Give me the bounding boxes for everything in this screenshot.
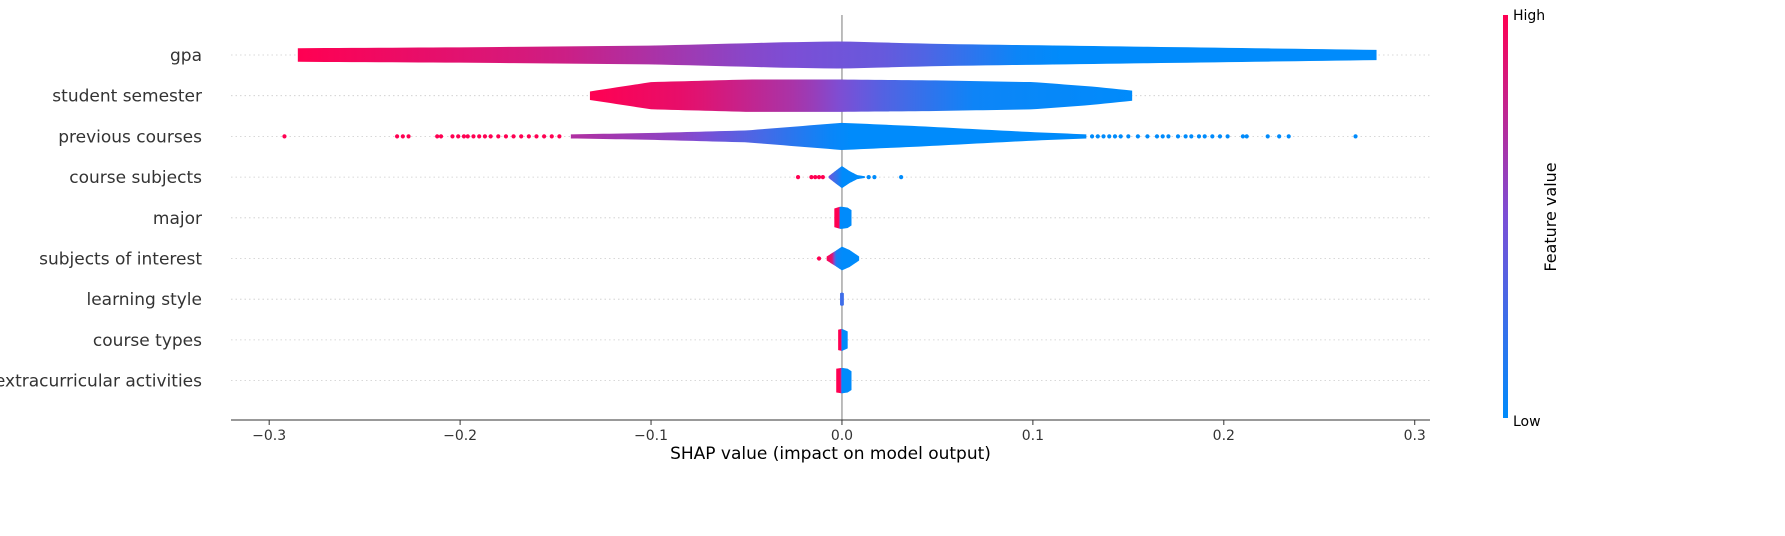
outlier-point <box>395 134 400 139</box>
feature-label: learning style <box>86 290 202 310</box>
outlier-point <box>511 134 516 139</box>
violin-major <box>834 206 852 229</box>
outlier-point <box>471 134 476 139</box>
outlier-point <box>1101 134 1106 139</box>
x-tick-label: −0.1 <box>634 428 668 444</box>
outlier-point <box>1240 134 1245 139</box>
colorbar-low-label: Low <box>1513 414 1541 430</box>
outlier-point <box>1265 134 1270 139</box>
outlier-point <box>899 175 904 180</box>
x-tick-label: −0.2 <box>443 428 477 444</box>
outlier-point <box>866 175 871 180</box>
outlier-point <box>1189 134 1194 139</box>
feature-label: previous courses <box>58 127 202 147</box>
colorbar-title: Feature value <box>1541 162 1560 271</box>
violin-group <box>297 41 1377 394</box>
outlier-point <box>1210 134 1215 139</box>
outlier-point <box>1277 134 1282 139</box>
violin-extracurricular-activities <box>836 367 852 394</box>
feature-label: extracurricular activities <box>0 372 202 392</box>
outlier-point <box>872 175 877 180</box>
outlier-point <box>1135 134 1140 139</box>
x-tick-label: −0.3 <box>252 428 286 444</box>
x-tick-label: 0.1 <box>1022 428 1044 444</box>
outlier-point <box>456 134 461 139</box>
outlier-point <box>809 175 814 180</box>
violin-student-semester <box>589 79 1133 112</box>
outlier-point <box>795 175 801 180</box>
outlier-point <box>465 134 470 139</box>
outlier-point <box>477 134 482 139</box>
x-axis-title: SHAP value (impact on model output) <box>670 444 991 464</box>
outlier-point <box>549 134 554 139</box>
feature-label: course types <box>93 331 202 351</box>
outlier-points <box>282 134 1358 261</box>
x-ticks: −0.3 −0.2 −0.1 0.0 0.1 0.2 0.3 <box>252 420 1426 444</box>
outlier-point <box>519 134 524 139</box>
x-tick-label: 0.0 <box>831 428 853 444</box>
violin-gpa <box>297 41 1377 69</box>
x-axis: −0.3 −0.2 −0.1 0.0 0.1 0.2 0.3 SHAP value (imp… <box>231 419 1430 464</box>
outlier-point <box>816 175 822 180</box>
outlier-point <box>1089 134 1095 139</box>
outlier-point <box>1244 134 1249 139</box>
x-tick-label: 0.2 <box>1213 428 1235 444</box>
outlier-point <box>438 134 444 139</box>
outlier-point <box>503 134 509 139</box>
violin-course-subjects <box>828 166 865 188</box>
outlier-point <box>820 175 825 180</box>
outlier-point <box>482 134 488 139</box>
outlier-point <box>1154 134 1160 139</box>
feature-label: course subjects <box>69 168 202 188</box>
outlier-point <box>1095 134 1100 139</box>
outlier-point <box>406 134 411 139</box>
outlier-point <box>557 134 562 139</box>
violin-course-types <box>838 328 848 351</box>
outlier-point <box>816 256 822 261</box>
outlier-point <box>400 134 405 139</box>
violin-learning-style <box>840 292 844 306</box>
outlier-point <box>282 134 287 139</box>
outlier-point <box>1112 134 1118 139</box>
outlier-point <box>1160 134 1165 139</box>
outlier-point <box>1183 134 1188 139</box>
outlier-point <box>450 134 455 139</box>
colorbar-gradient <box>1503 15 1508 418</box>
outlier-point <box>813 175 818 180</box>
outlier-point <box>1196 134 1202 139</box>
violin-previous-courses <box>570 122 1087 150</box>
outlier-point <box>1118 134 1123 139</box>
outlier-point <box>1126 134 1131 139</box>
colorbar-high-label: High <box>1513 8 1545 24</box>
outlier-point <box>534 134 539 139</box>
colorbar: High Low Feature value <box>1503 8 1560 430</box>
outlier-point <box>1353 134 1358 139</box>
feature-labels: gpa student semester previous courses cours… <box>0 46 202 392</box>
outlier-point <box>1145 134 1150 139</box>
outlier-point <box>542 134 547 139</box>
violin-subjects-of-interest <box>826 246 860 271</box>
feature-label: subjects of interest <box>39 250 202 270</box>
outlier-point <box>461 134 467 139</box>
outlier-point <box>435 134 440 139</box>
outlier-point <box>1202 134 1207 139</box>
outlier-point <box>1225 134 1230 139</box>
feature-label: major <box>153 209 202 229</box>
outlier-point <box>1217 134 1223 139</box>
outlier-point <box>526 134 531 139</box>
x-tick-label: 0.3 <box>1404 428 1426 444</box>
outlier-point <box>1166 134 1171 139</box>
outlier-point <box>488 134 493 139</box>
outlier-point <box>1286 134 1291 139</box>
outlier-point <box>496 134 501 139</box>
outlier-point <box>1107 134 1112 139</box>
outlier-point <box>1175 134 1181 139</box>
feature-label: gpa <box>170 46 202 66</box>
feature-label: student semester <box>52 87 202 107</box>
